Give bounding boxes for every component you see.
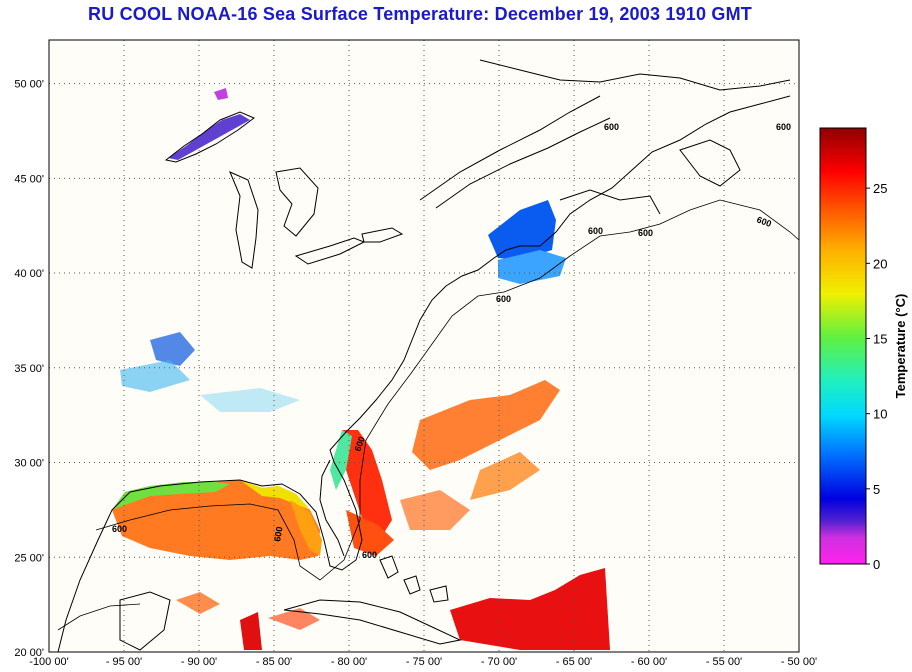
contour-label: 600 — [604, 122, 619, 132]
colorbar-tick-label: 15 — [873, 331, 887, 346]
longitude-tick-label: - 90 00' — [181, 656, 217, 668]
longitude-tick-label: - 95 00' — [106, 656, 142, 668]
colorbar-tick-label: 20 — [873, 256, 887, 271]
colorbar-tick-label: 10 — [873, 407, 887, 422]
latitude-tick-label: 45 00' — [14, 173, 44, 185]
contour-label: 600 — [776, 122, 791, 132]
map-frame — [48, 39, 800, 653]
colorbar-tick-label: 25 — [873, 181, 887, 196]
latitude-tick-label: 40 00' — [14, 268, 44, 280]
map-title: RU COOL NOAA-16 Sea Surface Temperature:… — [88, 4, 752, 24]
longitude-tick-label: - 65 00' — [556, 656, 592, 668]
longitude-tick-label: - 75 00' — [406, 656, 442, 668]
contour-label: 600 — [496, 294, 511, 304]
latitude-tick-label: 20 00' — [14, 647, 44, 659]
contour-label: 600 — [112, 524, 127, 534]
longitude-tick-label: - 85 00' — [256, 656, 292, 668]
sst-data-layer — [112, 88, 610, 650]
colorbar: 0 5 10 15 20 25 Temperature (°C) — [819, 127, 908, 572]
longitude-axis: -100 00' - 95 00' - 90 00' - 85 00' - 80 00'… — [29, 656, 817, 668]
latitude-tick-label: 50 00' — [14, 79, 44, 91]
contour-label: 600 — [638, 228, 653, 238]
contour-label: 600 — [755, 214, 773, 229]
contour-label: 600 — [352, 435, 367, 453]
colorbar-label: Temperature (°C) — [893, 294, 908, 399]
coastline-layer — [57, 59, 791, 653]
contour-label: 600 — [362, 550, 377, 560]
graticule — [49, 40, 799, 652]
longitude-tick-label: - 55 00' — [706, 656, 742, 668]
latitude-tick-label: 30 00' — [14, 458, 44, 470]
colorbar-gradient — [819, 127, 867, 565]
contour-label: 600 — [272, 526, 284, 543]
longitude-tick-label: - 70 00' — [481, 656, 517, 668]
latitude-axis: 20 00' 25 00' 30 00' 35 00' 40 00' 45 00' 50 0… — [14, 79, 44, 659]
longitude-tick-label: - 50 00' — [781, 656, 817, 668]
isobath-600 — [57, 199, 800, 631]
longitude-tick-label: - 80 00' — [331, 656, 367, 668]
colorbar-tick-label: 5 — [873, 482, 880, 497]
contour-label: 600 — [588, 226, 603, 236]
latitude-tick-label: 35 00' — [14, 363, 44, 375]
colorbar-tick-label: 0 — [873, 557, 880, 572]
longitude-tick-label: - 60 00' — [631, 656, 667, 668]
contour-labels: 600 600 600 600 600 600 600 600 600 600 — [112, 122, 791, 560]
longitude-tick-label: -100 00' — [29, 656, 68, 668]
colorbar-ticks: 0 5 10 15 20 25 — [866, 181, 887, 572]
latitude-tick-label: 25 00' — [14, 552, 44, 564]
